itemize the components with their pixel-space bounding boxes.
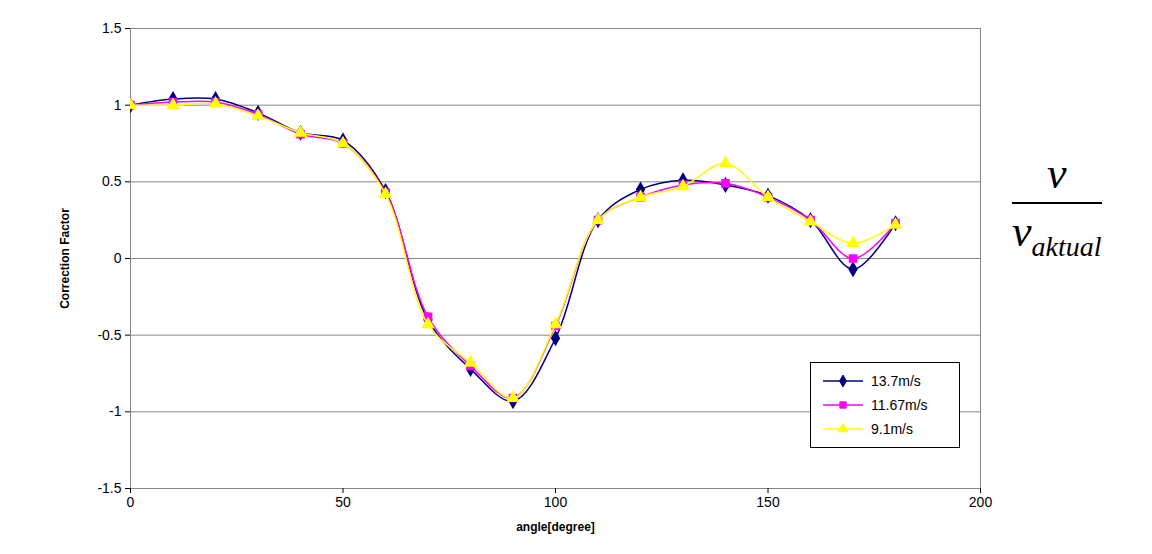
svg-text:0: 0 <box>114 250 122 266</box>
html-text:vaktual: vaktual <box>1012 207 1102 262</box>
svg-text:0.5: 0.5 <box>102 173 122 189</box>
svg-text:0: 0 <box>127 494 135 510</box>
html-text:v: v <box>1047 149 1067 198</box>
svg-text:Correction Factor: Correction Factor <box>58 208 72 309</box>
svg-text:200: 200 <box>969 494 993 510</box>
svg-text:angle[degree]: angle[degree] <box>516 520 595 534</box>
svg-text:1.5: 1.5 <box>102 20 122 36</box>
svg-text:-1.5: -1.5 <box>97 480 121 496</box>
svg-text:100: 100 <box>544 494 568 510</box>
svg-text:50: 50 <box>335 494 351 510</box>
svg-text:-1: -1 <box>109 403 122 419</box>
html-text:9.1m/s: 9.1m/s <box>871 421 913 437</box>
svg-text:-0.5: -0.5 <box>97 327 121 343</box>
svg-text:150: 150 <box>756 494 780 510</box>
html-text:13.7m/s: 13.7m/s <box>871 373 921 389</box>
html-text:11.67m/s: 11.67m/s <box>871 397 928 413</box>
svg-text:1: 1 <box>114 97 122 113</box>
